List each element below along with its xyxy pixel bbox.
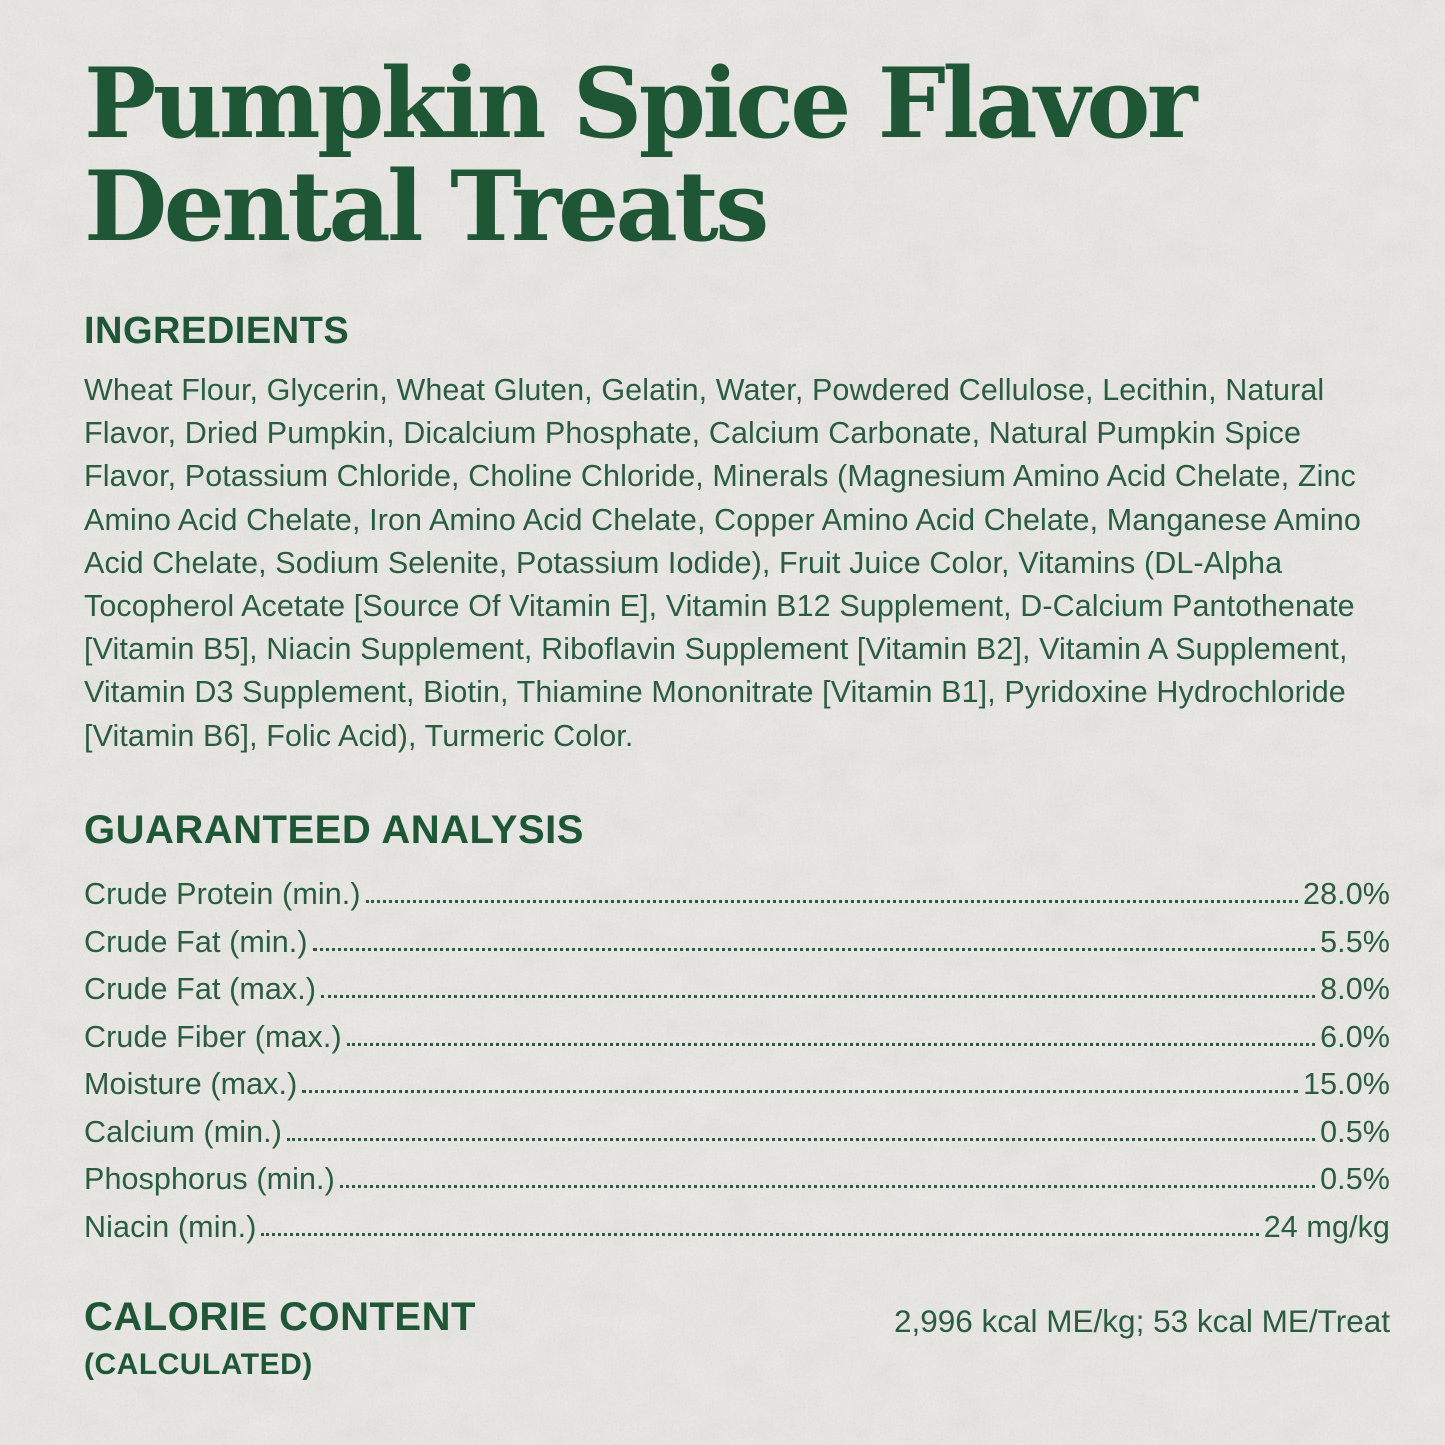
calorie-content-section: CALORIE CONTENT (CALCULATED) 2,996 kcal …: [84, 1295, 1390, 1382]
guaranteed-analysis-heading: GUARANTEED ANALYSIS: [84, 807, 584, 852]
ingredients-text: Wheat Flour, Glycerin, Wheat Gluten, Gel…: [84, 373, 1361, 753]
calorie-content-value: 2,996 kcal ME/kg; 53 kcal ME/Treat: [893, 1302, 1390, 1339]
dot-leader: [312, 947, 1316, 951]
product-title: Pumpkin Spice Flavor Dental Treats: [84, 52, 1390, 258]
calorie-content-heading-line2: (CALCULATED): [84, 1347, 313, 1381]
guaranteed-analysis-table: Crude Protein (min.) 28.0% Crude Fat (mi…: [84, 865, 1390, 1245]
analysis-value: 0.5%: [1320, 1162, 1390, 1197]
guaranteed-analysis-row: Phosphorus (min.) 0.5%: [84, 1150, 1390, 1198]
analysis-value: 24 mg/kg: [1263, 1209, 1390, 1244]
dot-leader: [261, 1232, 1259, 1236]
analysis-label: Moisture (max.): [84, 1067, 298, 1102]
analysis-value: 15.0%: [1303, 1067, 1390, 1102]
guaranteed-analysis-row: Moisture (max.) 15.0%: [84, 1055, 1390, 1103]
analysis-label: Crude Fat (max.): [84, 972, 317, 1007]
analysis-label: Crude Fat (min.): [84, 924, 308, 959]
guaranteed-analysis-row: Niacin (min.) 24 mg/kg: [84, 1197, 1390, 1245]
calorie-content-heading-line1: CALORIE CONTENT: [84, 1294, 476, 1339]
analysis-label: Calcium (min.): [84, 1114, 282, 1149]
analysis-label: Crude Protein (min.): [84, 877, 361, 912]
product-title-line1: Pumpkin Spice Flavor: [84, 47, 1197, 160]
dot-leader: [286, 1137, 1316, 1141]
dot-leader: [365, 900, 1299, 904]
ingredients-heading: INGREDIENTS: [84, 310, 350, 352]
dot-leader: [321, 995, 1316, 999]
guaranteed-analysis-row: Crude Fat (min.) 5.5%: [84, 912, 1390, 960]
dot-leader: [302, 1090, 1299, 1094]
guaranteed-analysis-row: Crude Fat (max.) 8.0%: [84, 960, 1390, 1008]
analysis-value: 5.5%: [1320, 924, 1390, 959]
analysis-value: 6.0%: [1320, 1019, 1390, 1054]
analysis-value: 8.0%: [1320, 972, 1390, 1007]
analysis-value: 0.5%: [1320, 1114, 1390, 1149]
dot-leader: [346, 1042, 1316, 1046]
guaranteed-analysis-row: Calcium (min.) 0.5%: [84, 1102, 1390, 1150]
guaranteed-analysis-row: Crude Fiber (max.) 6.0%: [84, 1007, 1390, 1055]
analysis-label: Niacin (min.): [84, 1209, 257, 1244]
analysis-label: Phosphorus (min.): [84, 1162, 335, 1197]
dot-leader: [339, 1185, 1316, 1189]
product-title-line2: Dental Treats: [84, 150, 769, 263]
calorie-content-heading: CALORIE CONTENT (CALCULATED): [84, 1295, 476, 1382]
guaranteed-analysis-row: Crude Protein (min.) 28.0%: [84, 865, 1390, 913]
analysis-value: 28.0%: [1303, 877, 1390, 912]
analysis-label: Crude Fiber (max.): [84, 1019, 342, 1054]
